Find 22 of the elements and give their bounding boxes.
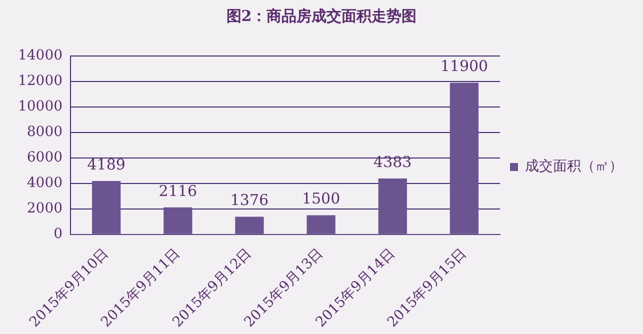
bar xyxy=(92,180,121,234)
data-label: 4383 xyxy=(374,152,412,171)
data-label: 2116 xyxy=(158,182,197,200)
y-tick-label: 6000 xyxy=(26,150,63,166)
bar xyxy=(378,178,407,234)
data-label: 11900 xyxy=(440,57,488,76)
legend-label: 成交面积（㎡） xyxy=(525,158,623,175)
y-tick-label: 14000 xyxy=(18,48,63,64)
y-tick-label: 10000 xyxy=(18,98,63,115)
y-tick-label: 4000 xyxy=(26,175,63,192)
bar xyxy=(235,216,264,234)
bar xyxy=(450,82,479,234)
data-label: 1500 xyxy=(302,190,340,208)
data-label: 1376 xyxy=(230,191,269,210)
data-label: 4189 xyxy=(87,155,126,174)
y-tick-label: 2000 xyxy=(26,200,63,216)
y-tick-label: 12000 xyxy=(18,73,63,90)
y-tick-label: 0 xyxy=(54,226,63,242)
chart-title: 图2：商品房成交面积走势图 xyxy=(226,6,417,25)
bar xyxy=(306,215,336,234)
bar xyxy=(164,207,192,234)
y-tick-label: 8000 xyxy=(26,124,63,140)
